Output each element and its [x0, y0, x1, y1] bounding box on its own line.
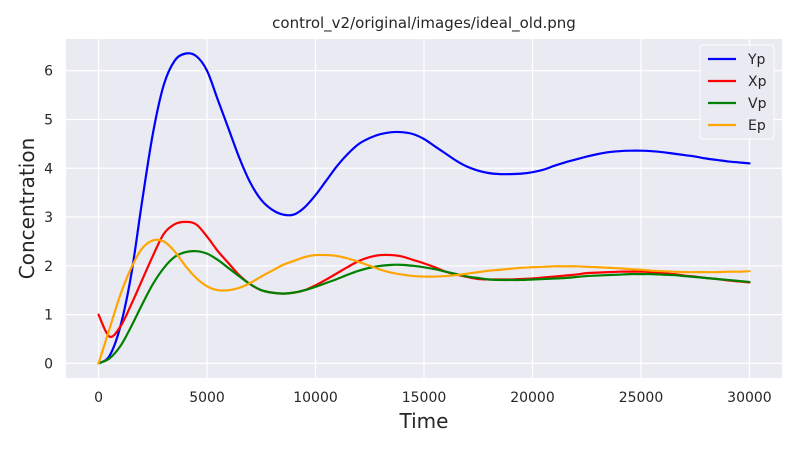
x-tick-label: 20000: [510, 390, 555, 406]
x-axis-label: Time: [399, 409, 449, 433]
legend-label-xp: Xp: [748, 74, 767, 90]
y-tick-label: 6: [44, 64, 53, 80]
series-line-yp: [97, 52, 751, 365]
x-gridlines: [97, 39, 751, 378]
series-line-vp: [97, 249, 751, 365]
x-tick-labels: 0 5000 10000 15000 20000 25000 30000: [94, 390, 772, 406]
x-tick-label: 10000: [293, 390, 338, 406]
y-tick-label: 5: [44, 112, 53, 128]
x-tick-label: 0: [94, 390, 103, 406]
y-tick-label: 0: [44, 356, 53, 372]
legend-label-vp: Vp: [748, 96, 767, 112]
legend: Yp Xp Vp Ep: [699, 44, 775, 140]
series-lines: [97, 52, 751, 365]
chart-title: control_v2/original/images/ideal_old.png: [272, 14, 576, 33]
y-tick-label: 1: [44, 308, 53, 324]
x-tick-label: 25000: [619, 390, 664, 406]
series-line-xp: [97, 220, 751, 338]
x-tick-label: 30000: [727, 390, 772, 406]
y-tick-label: 3: [44, 210, 53, 226]
series-line-ep: [97, 238, 751, 365]
legend-label-ep: Ep: [748, 118, 766, 134]
x-tick-label: 15000: [402, 390, 447, 406]
y-tick-label: 2: [44, 259, 53, 275]
y-gridlines: [66, 70, 782, 364]
legend-box: [699, 44, 775, 140]
legend-label-yp: Yp: [747, 52, 766, 68]
y-tick-label: 4: [44, 161, 53, 177]
y-tick-labels: 0 1 2 3 4 5 6: [44, 64, 53, 373]
x-tick-label: 5000: [189, 390, 225, 406]
y-axis-label: Concentration: [15, 138, 39, 279]
